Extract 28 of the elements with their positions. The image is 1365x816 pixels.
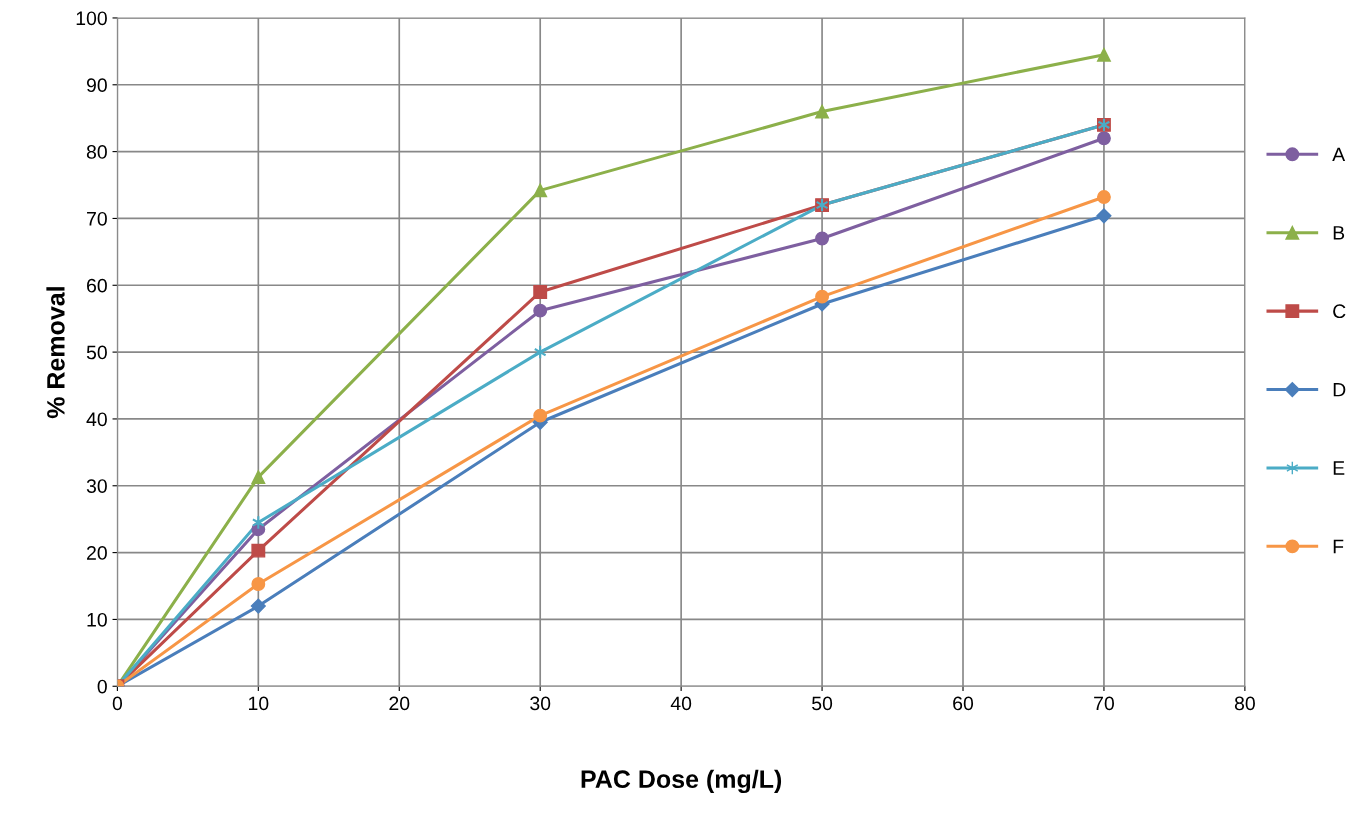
y-tick-label: 80 <box>86 145 107 159</box>
y-tick-label: 0 <box>97 679 107 694</box>
legend-label: A <box>1332 147 1346 162</box>
y-tick-label: 40 <box>86 412 107 427</box>
y-tick-label: 20 <box>87 546 107 560</box>
y-axis-title: % Removal <box>46 287 65 419</box>
x-tick-label: 80 <box>1234 696 1255 711</box>
y-tick-label: 90 <box>86 78 107 93</box>
x-tick-label: 10 <box>249 696 269 711</box>
legend-label: F <box>1333 539 1344 554</box>
legend-label: D <box>1333 382 1346 397</box>
x-tick-label: 70 <box>1094 696 1114 711</box>
y-tick-label: 10 <box>87 612 107 627</box>
x-tick-label: 20 <box>389 696 410 711</box>
y-tick-label: 50 <box>86 345 107 360</box>
x-axis-title: PAC Dose (mg/L) <box>581 769 782 794</box>
legend-label: C <box>1333 304 1346 319</box>
legend-label: E <box>1333 461 1345 475</box>
x-tick-label: 30 <box>530 696 551 711</box>
y-tick-label: 70 <box>87 211 107 226</box>
legend-label: B <box>1333 226 1345 240</box>
x-tick-label: 40 <box>670 696 692 711</box>
x-tick-label: 60 <box>953 696 974 711</box>
x-tick-label: 0 <box>112 696 123 711</box>
y-tick-label: 60 <box>87 278 107 293</box>
x-tick-label: 50 <box>812 696 833 711</box>
y-tick-label: 100 <box>76 11 107 26</box>
y-tick-label: 30 <box>86 479 107 493</box>
